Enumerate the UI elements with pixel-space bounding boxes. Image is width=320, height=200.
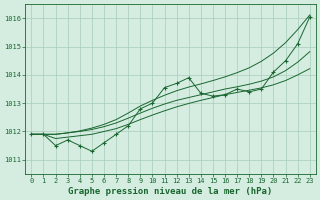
X-axis label: Graphe pression niveau de la mer (hPa): Graphe pression niveau de la mer (hPa): [68, 187, 273, 196]
